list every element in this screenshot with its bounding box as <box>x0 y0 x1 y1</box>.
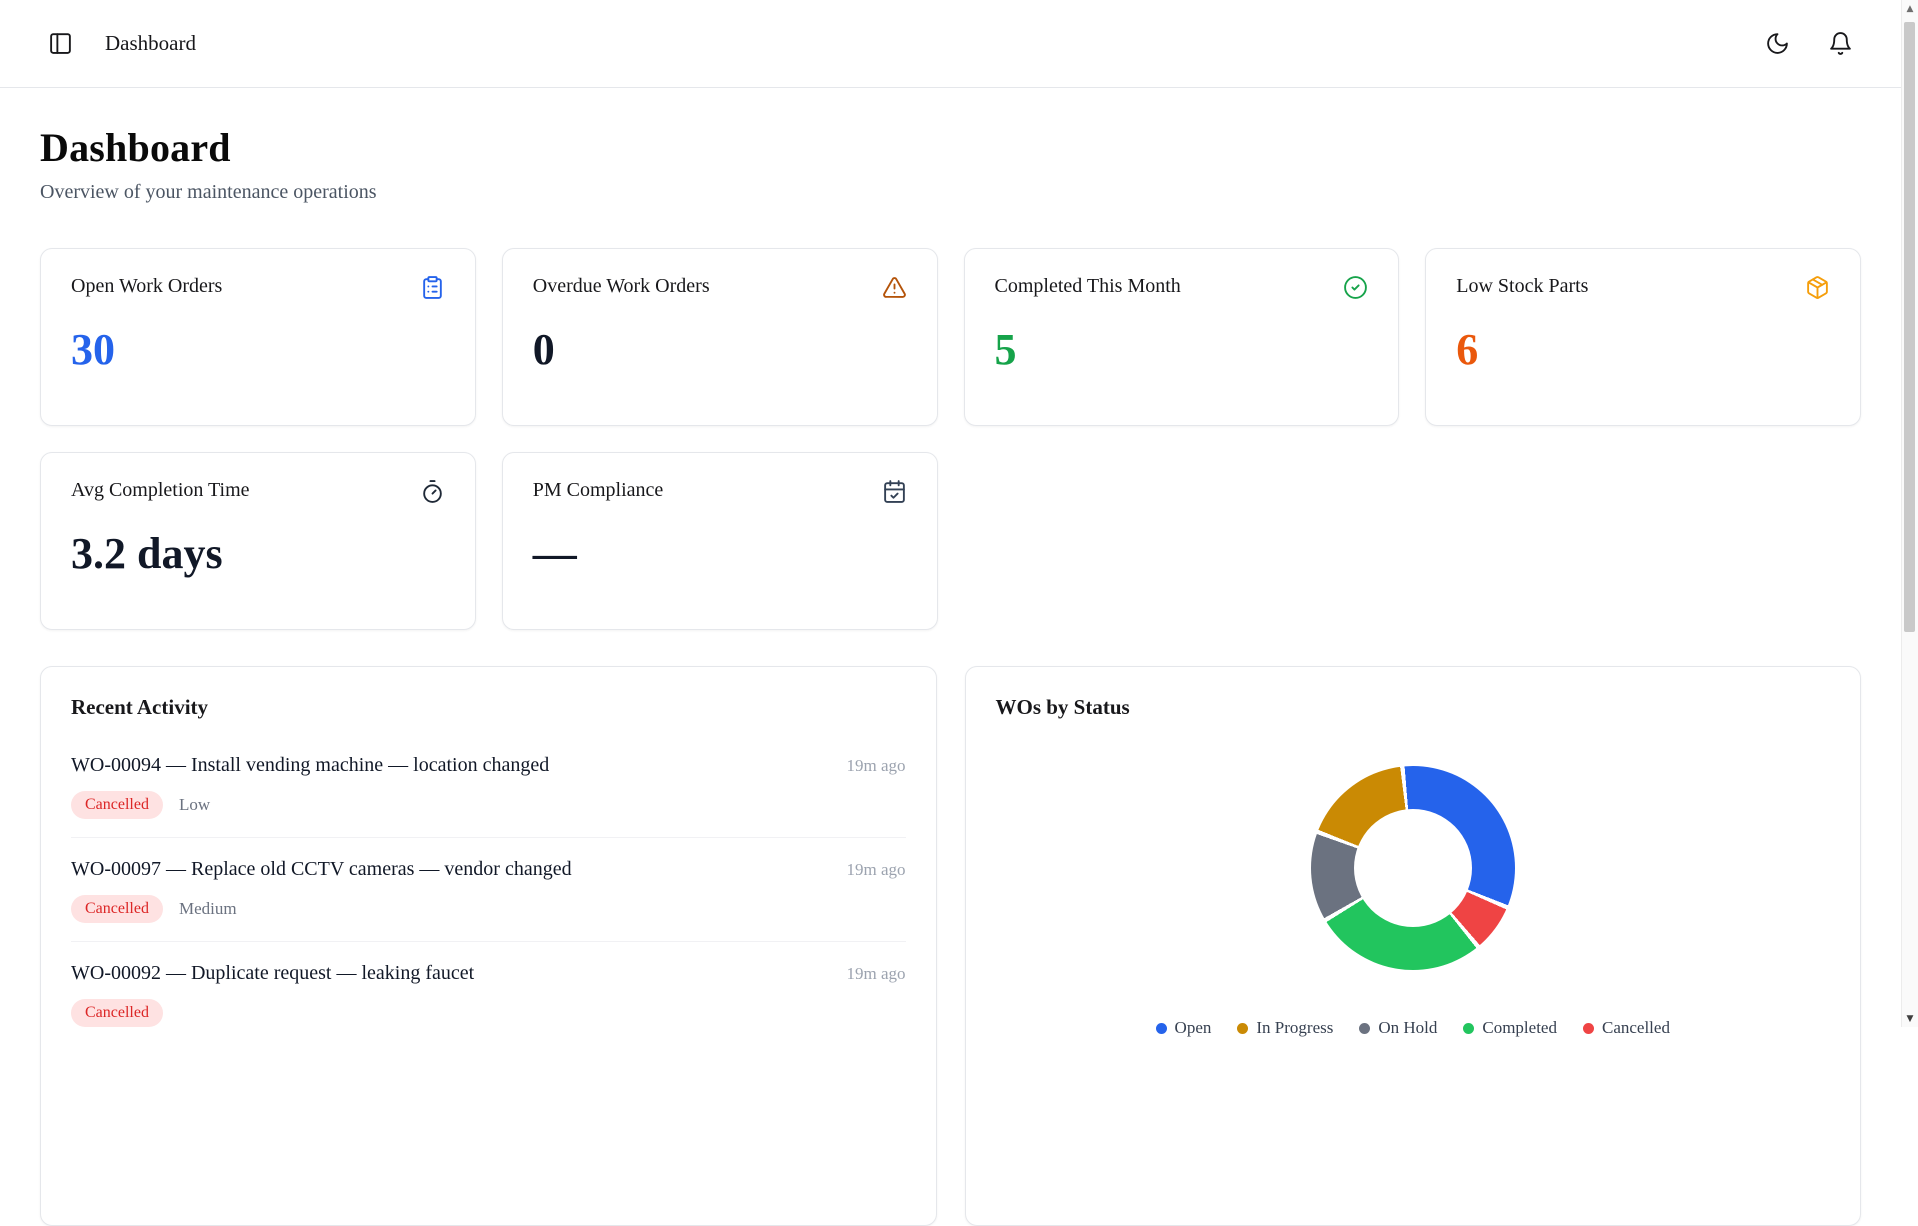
legend-dot <box>1582 1022 1594 1034</box>
page-title: Dashboard <box>40 125 231 170</box>
stat-value: 3.2 days <box>71 529 223 578</box>
legend-label: In Progress <box>1256 1018 1334 1037</box>
package-icon <box>1805 275 1830 300</box>
donut-chart-wrap <box>996 766 1831 970</box>
stat-value: — <box>532 529 577 578</box>
wos-by-status-panel: WOs by Status Open In Progress <box>964 666 1861 1226</box>
stat-title: PM Compliance <box>532 479 664 501</box>
stat-title: Open Work Orders <box>71 275 223 297</box>
chart-legend: Open In Progress On Hold Completed <box>996 1018 1831 1038</box>
stat-card-pm-compliance: PM Compliance — <box>501 452 938 630</box>
stat-title: Completed This Month <box>994 275 1181 297</box>
status-badge: Cancelled <box>71 999 163 1027</box>
panel-left-icon <box>48 31 73 56</box>
calendar-check-icon <box>882 479 907 504</box>
breadcrumb: Dashboard <box>105 31 196 55</box>
stat-value: 5 <box>994 325 1017 374</box>
activity-item-title: WO-00097 — Replace old CCTV cameras — ve… <box>71 858 572 880</box>
notifications-button[interactable] <box>1820 23 1861 64</box>
alert-triangle-icon <box>882 275 907 300</box>
legend-label: Open <box>1174 1018 1212 1037</box>
legend-item-on-hold[interactable]: On Hold <box>1359 1018 1437 1038</box>
main-content: Dashboard Overview of your maintenance o… <box>0 88 1901 1226</box>
legend-dot <box>1237 1022 1249 1034</box>
legend-label: Completed <box>1482 1018 1557 1037</box>
moon-icon <box>1765 31 1790 56</box>
sidebar-toggle-button[interactable] <box>40 23 81 64</box>
page-subtitle: Overview of your maintenance operations <box>40 181 377 203</box>
activity-item[interactable]: WO-00094 — Install vending machine — loc… <box>71 734 906 838</box>
legend-item-completed[interactable]: Completed <box>1463 1018 1557 1038</box>
legend-dot <box>1463 1022 1475 1034</box>
stat-card-open-work-orders: Open Work Orders 30 <box>40 248 476 426</box>
stat-value: 30 <box>71 325 115 374</box>
topbar-actions <box>1757 23 1861 64</box>
stat-title: Avg Completion Time <box>71 479 250 501</box>
dark-mode-toggle-button[interactable] <box>1757 23 1798 64</box>
activity-item-time: 19m ago <box>846 860 906 879</box>
scrollbar-down-arrow[interactable]: ▼ <box>1906 1013 1914 1024</box>
stats-grid: Open Work Orders 30 Overdue Work Orders <box>40 248 1861 630</box>
priority-label: Medium <box>178 899 237 918</box>
topbar: Dashboard <box>0 0 1901 88</box>
stat-card-completed-this-month: Completed This Month 5 <box>963 248 1400 426</box>
bottom-grid: Recent Activity WO-00094 — Install vendi… <box>40 666 1861 1226</box>
timer-icon <box>420 479 445 504</box>
legend-label: Cancelled <box>1601 1018 1670 1037</box>
stat-card-overdue-work-orders: Overdue Work Orders 0 <box>501 248 938 426</box>
stat-card-low-stock-parts: Low Stock Parts 6 <box>1425 248 1861 426</box>
wos-by-status-title: WOs by Status <box>995 695 1130 719</box>
activity-item[interactable]: WO-00097 — Replace old CCTV cameras — ve… <box>71 838 906 942</box>
legend-label: On Hold <box>1378 1018 1438 1037</box>
scrollbar-up-arrow[interactable]: ▲ <box>1906 3 1914 14</box>
legend-item-in-progress[interactable]: In Progress <box>1237 1018 1333 1038</box>
activity-item-title: WO-00092 — Duplicate request — leaking f… <box>71 962 475 984</box>
stat-title: Overdue Work Orders <box>532 275 710 297</box>
status-badge: Cancelled <box>71 895 163 923</box>
stat-title: Low Stock Parts <box>1456 275 1589 297</box>
scrollbar-thumb[interactable] <box>1904 22 1915 632</box>
stat-value: 0 <box>532 325 555 374</box>
wos-donut-chart <box>1310 766 1515 970</box>
legend-dot <box>1155 1022 1167 1034</box>
legend-item-open[interactable]: Open <box>1155 1018 1212 1038</box>
vertical-scrollbar[interactable]: ▲ ▼ <box>1901 0 1918 1027</box>
status-badge: Cancelled <box>71 791 163 819</box>
activity-item-title: WO-00094 — Install vending machine — loc… <box>71 754 550 776</box>
circle-check-icon <box>1343 275 1368 300</box>
recent-activity-title: Recent Activity <box>71 695 209 719</box>
activity-item-time: 19m ago <box>846 756 906 775</box>
legend-dot <box>1359 1022 1371 1034</box>
recent-activity-panel: Recent Activity WO-00094 — Install vendi… <box>40 666 937 1226</box>
bell-icon <box>1828 31 1853 56</box>
clipboard-list-icon <box>420 275 445 300</box>
stat-card-avg-completion-time: Avg Completion Time 3.2 days <box>40 452 476 630</box>
activity-item[interactable]: WO-00092 — Duplicate request — leaking f… <box>71 942 906 1045</box>
activity-item-time: 19m ago <box>846 964 906 983</box>
priority-label: Low <box>178 795 211 814</box>
stat-value: 6 <box>1456 325 1479 374</box>
legend-item-cancelled[interactable]: Cancelled <box>1582 1018 1670 1038</box>
